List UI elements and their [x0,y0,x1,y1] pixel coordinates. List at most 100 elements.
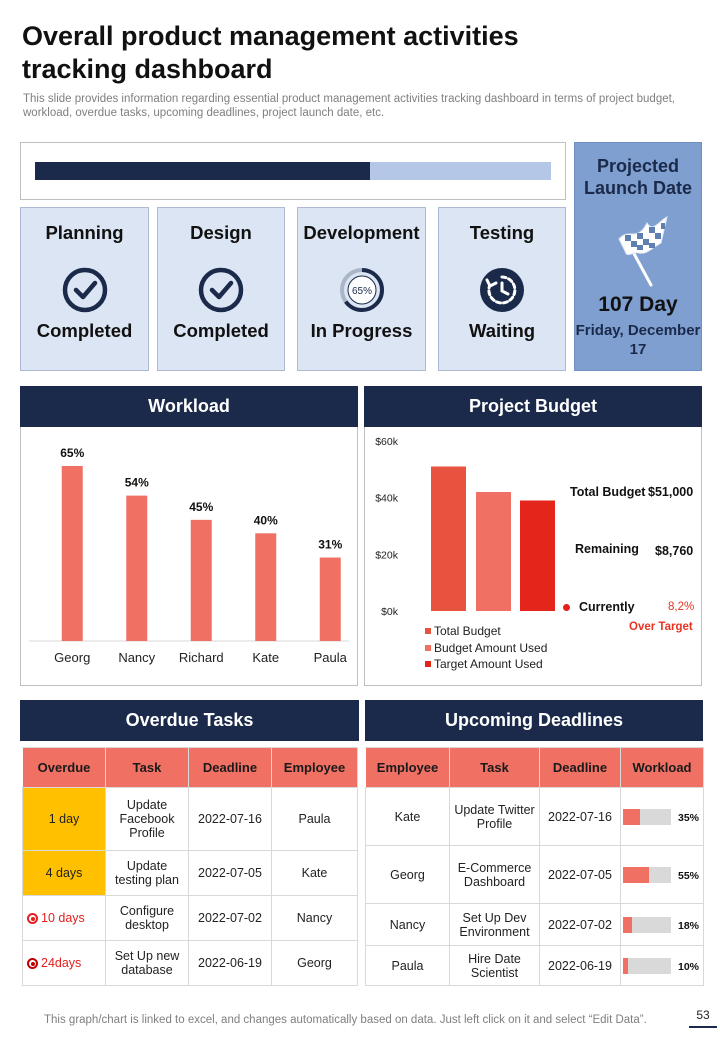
overall-progress-panel [20,142,566,200]
column-header-employee: Employee [271,747,358,788]
clock-refresh-icon [480,268,524,312]
workload-bar-fill [623,866,650,883]
check-circle-icon [62,267,107,313]
column-header-workload: Workload [620,747,704,788]
workload-percent: 10% [677,960,699,973]
y-tick-label: $20k [375,549,399,561]
workload-cell: 10% [620,945,704,986]
deadline-cell: 2022-07-02 [539,903,621,946]
currently-label: Currently [579,600,635,614]
legend-label: Total Budget [434,624,501,638]
deadline-cell: 2022-06-19 [539,945,621,986]
employee-cell: Kate [365,787,450,846]
legend-item: Budget Amount Used [425,640,547,657]
employee-cell: Georg [365,845,450,904]
task-cell: Set Up new database [105,940,189,986]
column-header-deadline: Deadline [539,747,621,788]
workload-bar-label: 40% [254,513,278,527]
phase-card-design: Design Completed [157,207,285,371]
employee-cell: Nancy [365,903,450,946]
y-tick-label: $40k [375,493,399,505]
workload-bar-label: 45% [189,500,213,514]
workload-percent: 55% [677,869,699,882]
project-budget-title: Project Budget [364,386,702,427]
phase-name: Testing [469,222,535,243]
workload-chart: 65% Georg 54% Nancy 45% Richard 40% Kate 31% Paul… [29,446,349,665]
workload-category-label: Paula [314,650,348,665]
deadline-cell: 2022-07-02 [188,895,272,941]
employee-cell: Paula [271,787,358,851]
deadline-cell: 2022-07-16 [539,787,621,846]
workload-bar-track [623,916,671,933]
table-row: Nancy Set Up Dev Environment 2022-07-02 … [365,903,704,946]
progress-ring-label: 65% [351,286,371,297]
workload-bar-fill [623,916,632,933]
upcoming-deadlines-table: Employee Task Deadline Workload Kate Upd… [365,747,704,986]
phase-status: In Progress [310,320,413,341]
budget-chart: $0k $20k $40k $60k [375,436,555,618]
workload-cell: 35% [620,787,704,846]
task-cell: Update Facebook Profile [105,787,189,851]
progress-fill [35,162,371,180]
over-target-label: Over Target [629,621,693,633]
table-row: 4 days Update testing plan 2022-07-05 Ka… [22,850,358,896]
alert-dot-icon [27,913,38,924]
overdue-label: 24days [41,956,82,970]
budget-bar [520,500,555,611]
deadline-cell: 2022-07-05 [188,850,272,896]
upcoming-deadlines-title: Upcoming Deadlines [365,700,703,741]
workload-percent: 18% [677,919,699,932]
workload-cell: 55% [620,845,704,904]
phase-status: Waiting [468,320,536,341]
workload-bar-fill [623,957,628,974]
workload-bar [61,466,83,641]
launch-days: 107 Day [598,293,678,316]
workload-cell: 18% [620,903,704,946]
task-cell: Configure desktop [105,895,189,941]
currently-dot [563,604,570,611]
employee-cell: Georg [271,940,358,986]
overdue-cell: 24days [22,940,106,986]
column-header-task: Task [449,747,540,788]
remaining-value: $8,760 [655,544,694,558]
overdue-tasks-panel: Overdue Tasks Overdue Task Deadline Empl… [20,700,359,987]
deadline-cell: 2022-07-05 [539,845,621,904]
employee-cell: Kate [271,850,358,896]
column-header-task: Task [105,747,189,788]
alert-dot-icon [27,958,38,969]
page-number-underline [689,1026,717,1028]
phase-card-testing: Testing Waiting [438,207,566,371]
footer-note: This graph/chart is linked to excel, and… [44,1014,647,1026]
budget-legend: Total Budget Budget Amount Used Target A… [425,623,547,673]
employee-cell: Paula [365,945,450,986]
column-header-deadline: Deadline [188,747,272,788]
upcoming-deadlines-panel: Upcoming Deadlines Employee Task Deadlin… [365,700,704,987]
table-row: Georg E-Commerce Dashboard 2022-07-05 55… [365,845,704,904]
workload-bar-fill [623,808,640,825]
phase-name: Development [303,222,420,243]
workload-panel: Workload 65% Georg 54% Nancy 45% Richard 40% Ka… [20,386,358,686]
workload-bar [190,519,212,641]
workload-category-label: Nancy [118,650,155,665]
workload-bar-track [623,866,671,883]
legend-item: Total Budget [425,623,547,640]
workload-bar-label: 31% [318,538,342,552]
table-row: 24days Set Up new database 2022-06-19 Ge… [22,940,358,986]
workload-bar-label: 65% [60,446,84,460]
overdue-label: 10 days [41,911,85,925]
task-cell: Update testing plan [105,850,189,896]
budget-bar [431,466,466,611]
page-subtitle: This slide provides information regardin… [23,93,676,119]
overdue-cell: 10 days [22,895,106,941]
workload-bar-track [623,808,671,825]
workload-bar-label: 54% [125,476,149,490]
task-cell: Set Up Dev Environment [449,903,540,946]
workload-bar [255,533,277,641]
column-header-employee: Employee [365,747,450,788]
page-number: 53 [696,1008,710,1022]
phase-name: Planning [45,222,124,243]
workload-bar [319,557,341,641]
remaining-label: Remaining [575,542,639,556]
overdue-cell: 4 days [22,850,106,896]
legend-label: Target Amount Used [434,657,543,671]
